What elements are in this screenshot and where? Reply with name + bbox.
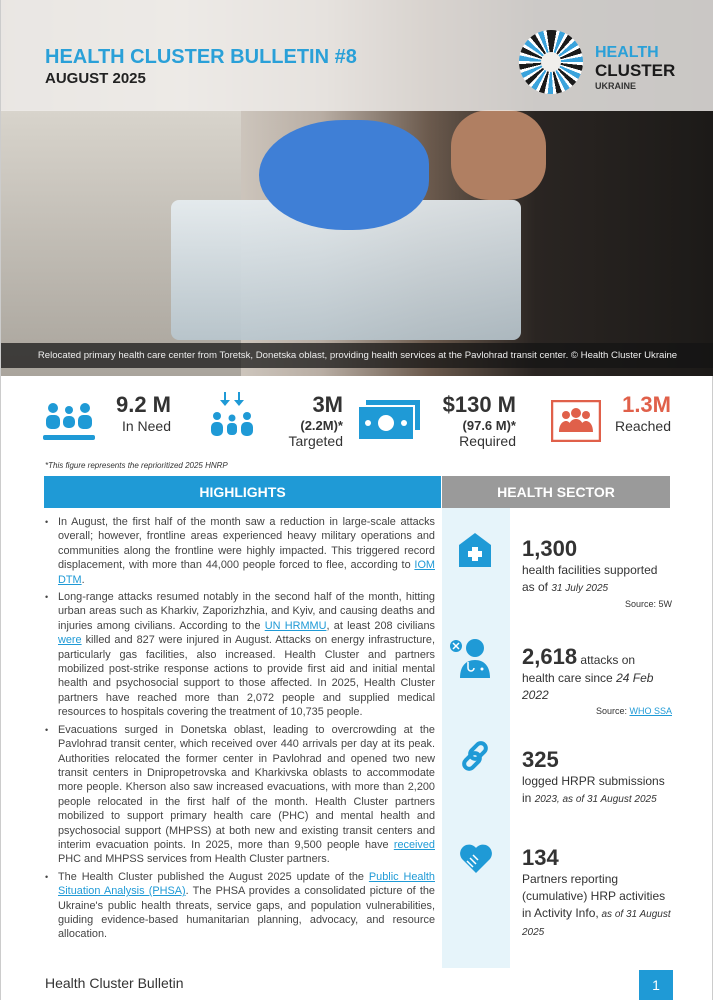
facilities-value: 1,300 [522, 536, 578, 561]
doctor-attack-icon [450, 639, 490, 678]
iom-dtm-link[interactable]: IOM DTM [58, 559, 435, 586]
text: . The PHSA provides a consolidated pictu… [58, 885, 435, 941]
targeted-reprioritized: (2.2M)* [300, 418, 343, 433]
health-cluster-logo: HEALTH CLUSTER UKRAINE [519, 30, 679, 100]
group-reached-icon [551, 400, 601, 442]
bulletin-date: AUGUST 2025 [45, 70, 146, 87]
in-need-label: In Need [121, 418, 171, 434]
stat-targeted: 3M (2.2M)* Targeted [263, 392, 343, 450]
targeted-value: 3M [312, 392, 343, 417]
partners-date: as of 31 August 2025 [522, 909, 671, 938]
required-reprioritized: (97.6 M)* [462, 418, 516, 433]
targeted-label: Targeted [288, 433, 343, 449]
hrpr-date: 2023, as of 31 August 2025 [534, 794, 657, 805]
title-band [1, 0, 713, 111]
hrpr-desc: logged HRPR submissions in [522, 774, 665, 805]
health-facility-icon [459, 533, 491, 567]
logo-line2: CLUSTER [595, 61, 676, 80]
attacks-on-health-care: 2,618 attacks on health care since 24 Fe… [522, 644, 672, 716]
facilities-desc: health facilities supported as of [522, 563, 658, 594]
text: . [81, 573, 85, 586]
partners-value: 134 [522, 845, 559, 870]
attacks-desc: health care since [522, 671, 617, 685]
stat-required: $130 M (97.6 M)* Required [421, 392, 516, 450]
highlight-item: The Health Cluster published the August … [45, 870, 435, 942]
hrpr-submissions: 325 logged HRPR submissions in 2023, as … [522, 747, 672, 808]
reached-value: 1.3M [622, 392, 671, 417]
icon-strip [442, 508, 510, 968]
received-link[interactable]: received [393, 838, 435, 851]
hrpr-value: 325 [522, 747, 559, 772]
attacks-value: 2,618 [522, 644, 578, 669]
reached-label: Reached [614, 418, 671, 434]
highlights-list: In August, the first half of the month s… [45, 515, 435, 945]
required-value: $130 M [442, 392, 516, 417]
money-icon [358, 400, 420, 440]
were-link[interactable]: were [58, 634, 82, 647]
required-label: Required [459, 433, 516, 449]
health-sector-header: HEALTH SECTOR [442, 476, 670, 508]
highlight-item: Long-range attacks resumed notably in th… [45, 590, 435, 720]
swirl-logo-icon [519, 30, 583, 94]
handshake-heart-icon [460, 844, 492, 873]
partners-desc: Partners reporting (cumulative) HRP acti… [522, 872, 666, 920]
text: Evacuations surged in Donetska oblast, l… [58, 723, 435, 851]
who-ssa-link[interactable]: WHO SSA [629, 706, 672, 716]
attacks-source-label: Source: [595, 706, 630, 716]
phsa-link[interactable]: Public Health Situation Analysis (PHSA) [58, 870, 435, 898]
logo-line3: UKRAINE [595, 81, 637, 91]
facilities-supported: 1,300 health facilities supported as of … [522, 536, 672, 609]
text: , at least 208 civilians [326, 619, 435, 632]
partners-reporting: 134 Partners reporting (cumulative) HRP … [522, 845, 672, 941]
highlight-item: Evacuations surged in Donetska oblast, l… [45, 723, 435, 867]
facilities-source: Source: 5W [624, 599, 672, 609]
text: The Health Cluster published the August … [58, 870, 369, 883]
text: killed and 827 were injured in August. A… [58, 634, 435, 719]
stat-in-need: 9.2 M In Need [101, 392, 171, 435]
text: PHC and MHPSS services from Health Clust… [58, 853, 330, 866]
in-need-value: 9.2 M [115, 392, 171, 417]
text: Long-range attacks resumed notably in th… [58, 591, 435, 632]
attacks-date: 24 Feb 2022 [522, 671, 654, 702]
facilities-date: 31 July 2025 [551, 583, 609, 594]
stat-reached: 1.3M Reached [601, 392, 671, 435]
photo-caption: Relocated primary health care center fro… [1, 343, 713, 368]
highlights-header: HIGHLIGHTS [44, 476, 441, 508]
footnote: *This figure represents the reprioritize… [45, 461, 228, 470]
highlight-item: In August, the first half of the month s… [45, 515, 435, 587]
attacks-inline: attacks on [577, 653, 636, 667]
page-number: 1 [639, 970, 673, 1000]
bulletin-title: HEALTH CLUSTER BULLETIN #8 [45, 46, 357, 68]
text: In August, the first half of the month s… [58, 516, 435, 572]
target-people-icon [211, 392, 253, 436]
link-icon [462, 741, 488, 771]
footer-label: Health Cluster Bulletin [45, 975, 184, 991]
people-icon [43, 403, 95, 440]
logo-line1: HEALTH [595, 44, 659, 61]
un-hrmmu-link[interactable]: UN HRMMU [264, 619, 327, 632]
